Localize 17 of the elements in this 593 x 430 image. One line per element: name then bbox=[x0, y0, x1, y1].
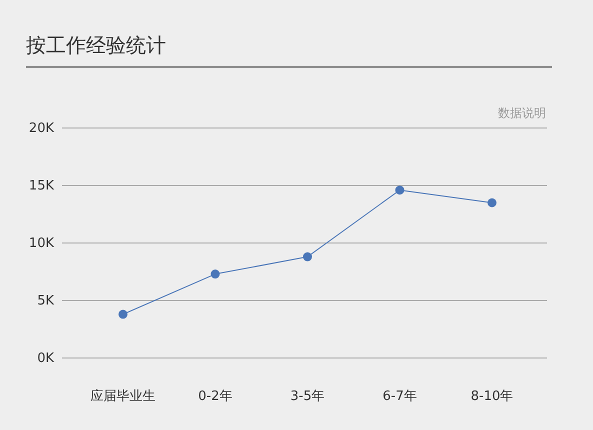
x-tick-label: 应届毕业生 bbox=[90, 388, 156, 404]
x-tick-label: 8-10年 bbox=[470, 389, 514, 404]
point bbox=[395, 186, 404, 195]
x-tick-label: 3-5年 bbox=[290, 389, 325, 404]
y-tick-label: 20K bbox=[28, 121, 54, 136]
point bbox=[118, 310, 128, 319]
point bbox=[488, 198, 496, 208]
y-tick-label: 10K bbox=[28, 236, 54, 251]
y-tick-label: 0K bbox=[37, 351, 54, 366]
point bbox=[210, 270, 220, 279]
x-tick-label: 0-2年 bbox=[198, 389, 232, 404]
text: 数据说明 bbox=[498, 106, 546, 120]
chart-title: 按工作经验统计 bbox=[26, 33, 166, 57]
y-tick-label: 15K bbox=[28, 178, 54, 194]
point bbox=[303, 252, 312, 262]
x-tick-label: 6-7年 bbox=[382, 389, 417, 404]
y-tick-label: 5K bbox=[37, 294, 54, 308]
